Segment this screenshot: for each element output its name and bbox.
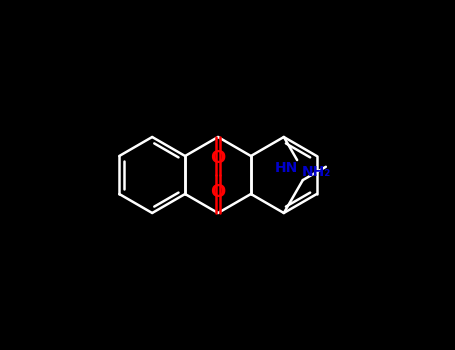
Text: O: O — [210, 149, 226, 167]
Text: HN: HN — [274, 161, 298, 175]
Text: NH₂: NH₂ — [302, 165, 331, 179]
Text: O: O — [210, 183, 226, 201]
